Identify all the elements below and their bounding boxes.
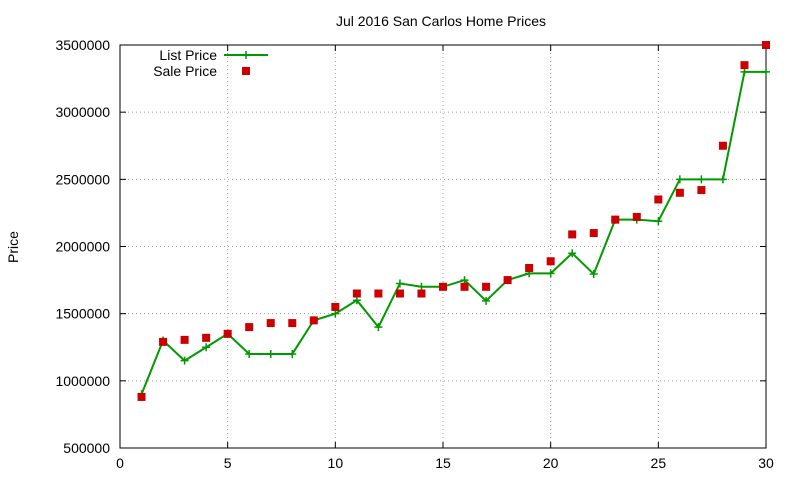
list-price-line	[140, 70, 766, 395]
y-tick-label: 2000000	[55, 239, 110, 255]
sale-price-point	[331, 302, 340, 311]
sale-price-point	[503, 276, 512, 285]
x-tick-label: 5	[224, 455, 232, 471]
x-tick-label: 0	[116, 455, 124, 471]
list-price-point	[718, 175, 727, 184]
list-price-point	[202, 343, 211, 352]
y-tick-label: 1500000	[55, 306, 110, 322]
sale-price-point	[180, 335, 189, 344]
legend: List Price Sale Price	[153, 47, 268, 79]
sale-price-point	[718, 141, 727, 150]
series	[137, 41, 770, 401]
axis-ticks: 0 5 10 15 20 25 30 500000 1000000 1500000 2000000 2…	[55, 37, 774, 471]
list-price-point	[180, 356, 189, 365]
list-price-point	[589, 270, 598, 279]
legend-square-marker	[242, 67, 250, 75]
list-price-point	[460, 276, 469, 285]
legend-sample-sale-price	[242, 67, 250, 75]
list-price-point	[697, 175, 706, 184]
y-tick-label: 3500000	[55, 37, 110, 53]
list-price-point	[266, 349, 275, 358]
x-tick-label: 20	[543, 455, 559, 471]
x-tick-label: 15	[435, 455, 451, 471]
sale-price-point	[632, 212, 641, 221]
sale-price-point	[417, 289, 426, 298]
list-price-point	[288, 349, 297, 358]
sale-price-point	[589, 229, 598, 238]
x-tick-label: 30	[758, 455, 774, 471]
list-price-point	[675, 175, 684, 184]
sale-price-point	[309, 316, 318, 325]
sale-price-point	[525, 263, 534, 272]
list-price-point	[395, 279, 404, 288]
sale-price-point	[374, 289, 383, 298]
sale-price-point	[654, 195, 663, 204]
sale-price-point	[159, 337, 168, 346]
sale-price-point	[288, 319, 297, 328]
legend-sample-list-price	[224, 51, 268, 59]
sale-price-point	[675, 188, 684, 197]
list-price-point	[482, 296, 491, 305]
sale-price-point	[202, 333, 211, 342]
sale-price-point	[395, 289, 404, 298]
y-tick-label: 1000000	[55, 373, 110, 389]
list-price-point	[417, 282, 426, 291]
list-price-point	[374, 323, 383, 332]
list-price-point	[331, 309, 340, 318]
grid	[120, 45, 766, 448]
sale-price-point	[568, 230, 577, 239]
sale-price-point	[460, 282, 469, 291]
sale-price-point	[611, 215, 620, 224]
sale-price-point	[245, 323, 254, 332]
y-tick-label: 2500000	[55, 171, 110, 187]
chart-title: Jul 2016 San Carlos Home Prices	[336, 13, 546, 29]
sale-price-point	[266, 319, 275, 328]
sale-price-point	[482, 282, 491, 291]
sale-price-point	[762, 41, 770, 49]
y-tick-label: 500000	[63, 440, 110, 456]
list-price-point	[740, 67, 749, 76]
sale-price-point	[137, 392, 146, 401]
list-price-point	[762, 67, 770, 76]
sale-price-point	[546, 257, 555, 266]
list-price-point	[245, 349, 254, 358]
y-tick-label: 3000000	[55, 104, 110, 120]
list-price-point	[546, 269, 555, 278]
x-tick-label: 25	[651, 455, 667, 471]
list-price-point	[654, 217, 663, 226]
sale-price-point	[223, 329, 232, 338]
list-price-point	[568, 249, 577, 258]
legend-plus-marker	[242, 51, 250, 59]
y-axis-label: Price	[5, 231, 21, 263]
legend-label-list-price: List Price	[159, 47, 217, 63]
sale-price-point	[740, 61, 749, 70]
legend-label-sale-price: Sale Price	[153, 63, 217, 79]
sale-price-point	[352, 289, 361, 298]
list-price-point	[352, 296, 361, 305]
sale-price-point	[697, 186, 706, 195]
x-tick-label: 10	[328, 455, 344, 471]
sale-price-point	[439, 282, 447, 291]
